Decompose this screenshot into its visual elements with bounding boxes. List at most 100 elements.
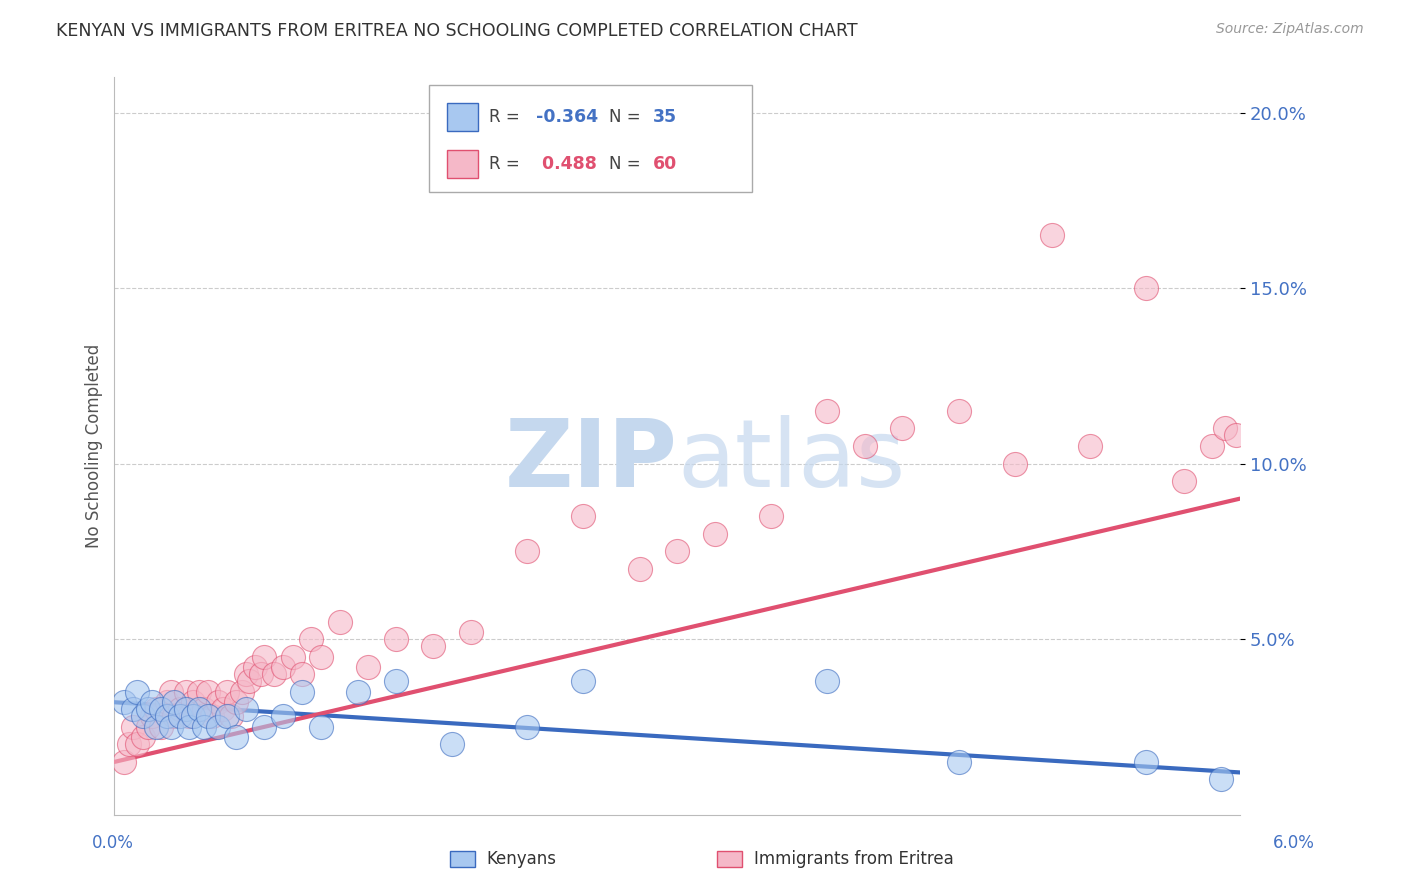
Point: [238, 674, 260, 689]
Text: Kenyans: Kenyans: [486, 850, 557, 868]
Text: 35: 35: [652, 108, 676, 126]
Point: [125, 737, 148, 751]
Point: [193, 720, 215, 734]
Point: [181, 709, 204, 723]
Point: [118, 737, 141, 751]
Point: [516, 544, 538, 558]
Point: [891, 421, 914, 435]
Text: N =: N =: [609, 155, 645, 173]
Point: [1004, 457, 1026, 471]
Point: [231, 684, 253, 698]
Point: [145, 702, 167, 716]
Point: [253, 649, 276, 664]
Point: [853, 439, 876, 453]
Point: [163, 695, 186, 709]
Point: [253, 720, 276, 734]
Point: [225, 731, 247, 745]
Point: [169, 709, 191, 723]
Point: [1078, 439, 1101, 453]
Point: [122, 702, 145, 716]
Point: [271, 660, 294, 674]
Point: [1213, 421, 1236, 435]
Point: [219, 709, 242, 723]
Point: [309, 720, 332, 734]
Point: [215, 684, 238, 698]
Point: [703, 526, 725, 541]
Point: [628, 562, 651, 576]
Point: [125, 684, 148, 698]
Text: R =: R =: [489, 155, 526, 173]
Point: [291, 684, 314, 698]
Point: [112, 695, 135, 709]
Point: [197, 709, 219, 723]
Point: [759, 509, 782, 524]
Point: [815, 674, 838, 689]
Point: [441, 737, 464, 751]
Text: 0.0%: 0.0%: [91, 834, 134, 852]
Point: [215, 709, 238, 723]
Point: [249, 667, 271, 681]
Point: [174, 702, 197, 716]
Point: [150, 702, 173, 716]
Point: [145, 720, 167, 734]
Point: [243, 660, 266, 674]
Point: [197, 684, 219, 698]
Point: [136, 720, 159, 734]
Point: [131, 731, 153, 745]
Point: [1173, 474, 1195, 488]
Point: [141, 709, 163, 723]
Text: 0.488: 0.488: [536, 155, 596, 173]
Point: [112, 755, 135, 769]
Point: [225, 695, 247, 709]
Point: [460, 625, 482, 640]
Point: [263, 667, 285, 681]
Point: [235, 667, 257, 681]
Point: [948, 404, 970, 418]
Text: N =: N =: [609, 108, 645, 126]
Text: KENYAN VS IMMIGRANTS FROM ERITREA NO SCHOOLING COMPLETED CORRELATION CHART: KENYAN VS IMMIGRANTS FROM ERITREA NO SCH…: [56, 22, 858, 40]
Point: [193, 702, 215, 716]
Text: ZIP: ZIP: [505, 415, 678, 507]
Point: [347, 684, 370, 698]
Point: [235, 702, 257, 716]
Point: [1211, 772, 1233, 787]
Point: [299, 632, 322, 646]
Point: [169, 702, 191, 716]
Text: Source: ZipAtlas.com: Source: ZipAtlas.com: [1216, 22, 1364, 37]
Point: [948, 755, 970, 769]
Point: [281, 649, 304, 664]
Point: [159, 684, 181, 698]
Text: 6.0%: 6.0%: [1272, 834, 1315, 852]
Point: [187, 702, 209, 716]
Point: [131, 709, 153, 723]
Text: R =: R =: [489, 108, 526, 126]
Text: atlas: atlas: [678, 415, 905, 507]
Text: -0.364: -0.364: [536, 108, 598, 126]
Point: [422, 639, 444, 653]
Point: [356, 660, 378, 674]
Point: [572, 509, 595, 524]
Point: [1201, 439, 1223, 453]
Text: 60: 60: [652, 155, 676, 173]
Point: [207, 695, 229, 709]
Y-axis label: No Schooling Completed: No Schooling Completed: [86, 344, 103, 548]
Point: [156, 695, 179, 709]
Point: [179, 709, 201, 723]
Point: [291, 667, 314, 681]
Point: [328, 615, 350, 629]
Point: [1135, 281, 1157, 295]
Point: [384, 674, 406, 689]
Point: [141, 695, 163, 709]
Point: [1135, 755, 1157, 769]
Point: [179, 720, 201, 734]
Point: [1225, 428, 1247, 442]
Point: [159, 720, 181, 734]
Point: [174, 684, 197, 698]
Point: [384, 632, 406, 646]
Point: [150, 720, 173, 734]
Point: [212, 702, 235, 716]
Point: [201, 709, 224, 723]
Point: [122, 720, 145, 734]
Point: [309, 649, 332, 664]
Point: [207, 720, 229, 734]
